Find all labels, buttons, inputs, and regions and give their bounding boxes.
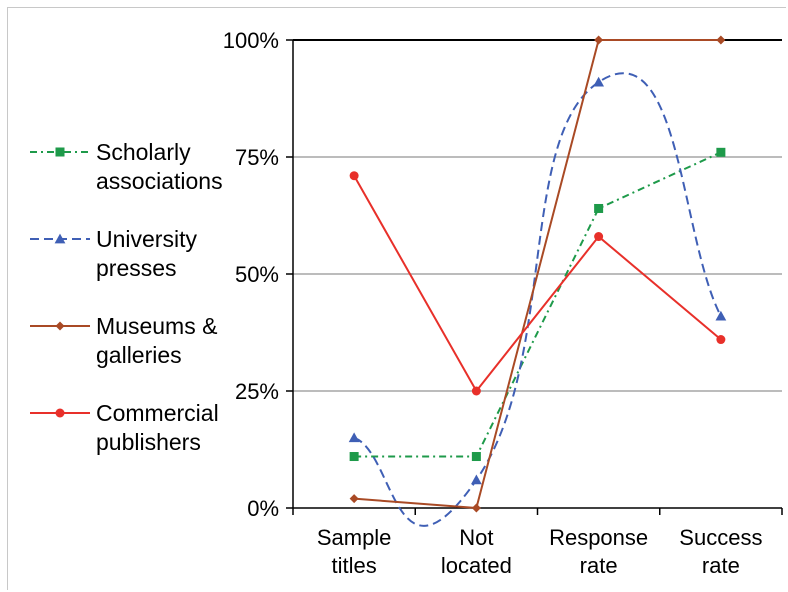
data-point-marker	[470, 474, 482, 485]
y-tick-label: 50%	[235, 262, 279, 287]
y-tick-label: 25%	[235, 379, 279, 404]
legend-label: Scholarly associations	[96, 139, 223, 194]
legend-label: Museums & galleries	[96, 313, 217, 368]
data-point-marker	[348, 432, 360, 443]
legend-label-line: Commercial	[96, 400, 219, 426]
data-point-marker	[594, 232, 604, 242]
legend-item-1: University presses	[30, 226, 197, 281]
data-point-marker	[54, 233, 66, 244]
x-tick-label: Success rate	[679, 525, 762, 578]
data-point-marker	[55, 321, 65, 331]
gridlines	[293, 39, 782, 392]
x-tick-label-line: Response	[549, 525, 648, 550]
chart-frame	[7, 7, 786, 590]
data-point-marker	[349, 494, 359, 504]
legend-label-line: associations	[96, 168, 223, 194]
data-point-marker	[715, 310, 727, 321]
legend-label: University presses	[96, 226, 197, 281]
data-point-marker	[471, 503, 481, 513]
data-point-marker	[349, 452, 359, 462]
data-point-marker	[55, 147, 65, 157]
x-tick-label: Response rate	[549, 525, 648, 578]
legend-label-line: University	[96, 226, 197, 252]
y-tick-label: 100%	[223, 28, 279, 53]
x-tick-label-line: rate	[580, 553, 618, 578]
data-point-marker	[471, 452, 481, 462]
legend-label-line: Museums &	[96, 313, 217, 339]
legend-label-line: publishers	[96, 429, 201, 455]
legend-item-0: Scholarly associations	[30, 139, 223, 194]
x-tick-label: Not located	[441, 525, 512, 578]
x-tick-label-line: Not	[459, 525, 493, 550]
data-point-marker	[471, 386, 481, 396]
legend-label-line: galleries	[96, 342, 182, 368]
data-point-marker	[593, 76, 605, 87]
y-tick-label: 0%	[247, 496, 279, 521]
x-tick-label: Sample titles	[317, 525, 392, 578]
data-point-marker	[594, 35, 604, 45]
series-line	[354, 39, 721, 510]
series-3	[349, 171, 726, 396]
data-point-marker	[55, 408, 65, 418]
legend: Scholarly associations University presses Mu…	[30, 139, 223, 455]
legend-label-line: presses	[96, 255, 177, 281]
data-point-marker	[716, 35, 726, 45]
series-group	[348, 35, 727, 527]
series-2	[349, 35, 726, 513]
data-point-marker	[716, 335, 726, 345]
legend-label-line: Scholarly	[96, 139, 191, 165]
x-tick-label-line: rate	[702, 553, 740, 578]
y-tick-label: 75%	[235, 145, 279, 170]
data-point-marker	[594, 203, 604, 213]
series-line	[354, 151, 722, 458]
x-tick-label-line: located	[441, 553, 512, 578]
data-point-marker	[349, 171, 359, 181]
x-tick-label-line: Sample	[317, 525, 392, 550]
series-line	[353, 175, 722, 393]
x-tick-label-line: Success	[679, 525, 762, 550]
legend-item-3: Commercial publishers	[30, 400, 219, 455]
series-1	[348, 72, 727, 527]
legend-label: Commercial publishers	[96, 400, 219, 455]
legend-item-2: Museums & galleries	[30, 313, 217, 368]
series-line	[353, 72, 722, 527]
data-point-marker	[716, 147, 726, 157]
series-0	[349, 147, 726, 462]
x-tick-label-line: titles	[332, 553, 377, 578]
y-axis-ticks: 0% 25% 50% 75% 100%	[223, 28, 293, 521]
